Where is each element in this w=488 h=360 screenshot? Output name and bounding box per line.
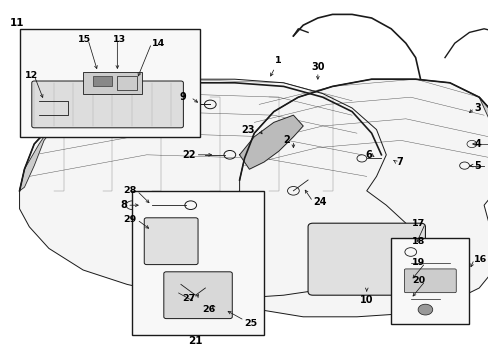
Text: 6: 6 [364,150,371,160]
Bar [132,191,264,335]
Text: 28: 28 [123,186,137,195]
Polygon shape [210,79,488,317]
FancyBboxPatch shape [307,223,425,295]
Text: 1: 1 [270,56,282,76]
Text: 21: 21 [188,336,203,346]
Text: 12: 12 [24,71,38,80]
Text: 27: 27 [182,294,195,303]
Polygon shape [20,104,83,191]
Text: 18: 18 [411,237,425,246]
Text: 26: 26 [202,305,215,314]
Text: 30: 30 [310,62,324,72]
Text: 8: 8 [120,200,127,210]
Text: 23: 23 [240,125,254,135]
Polygon shape [478,97,488,187]
Text: 11: 11 [10,18,24,28]
FancyBboxPatch shape [404,269,455,293]
Text: 29: 29 [123,215,137,224]
Polygon shape [239,115,303,169]
Text: 4: 4 [473,139,480,149]
Text: 5: 5 [473,161,480,171]
Circle shape [417,304,432,315]
Text: 25: 25 [244,320,257,328]
Text: 2: 2 [283,135,290,145]
Text: 13: 13 [112,35,125,44]
Text: 17: 17 [411,219,425,228]
Text: 7: 7 [395,157,402,167]
Polygon shape [20,79,410,299]
Text: 19: 19 [411,258,425,267]
Text: 14: 14 [151,39,164,48]
Bar [117,76,137,90]
Bar [20,29,200,137]
Text: 20: 20 [411,276,425,285]
Text: 24: 24 [312,197,326,207]
Text: 22: 22 [182,150,195,160]
FancyBboxPatch shape [144,218,198,265]
FancyBboxPatch shape [163,272,232,319]
Text: 10: 10 [359,295,373,305]
Text: 16: 16 [473,255,487,264]
Bar [93,76,112,86]
Text: 9: 9 [179,92,185,102]
Text: 3: 3 [473,103,480,113]
Bar [390,238,468,324]
FancyBboxPatch shape [32,81,183,128]
Bar [83,72,142,94]
Text: 15: 15 [78,35,91,44]
